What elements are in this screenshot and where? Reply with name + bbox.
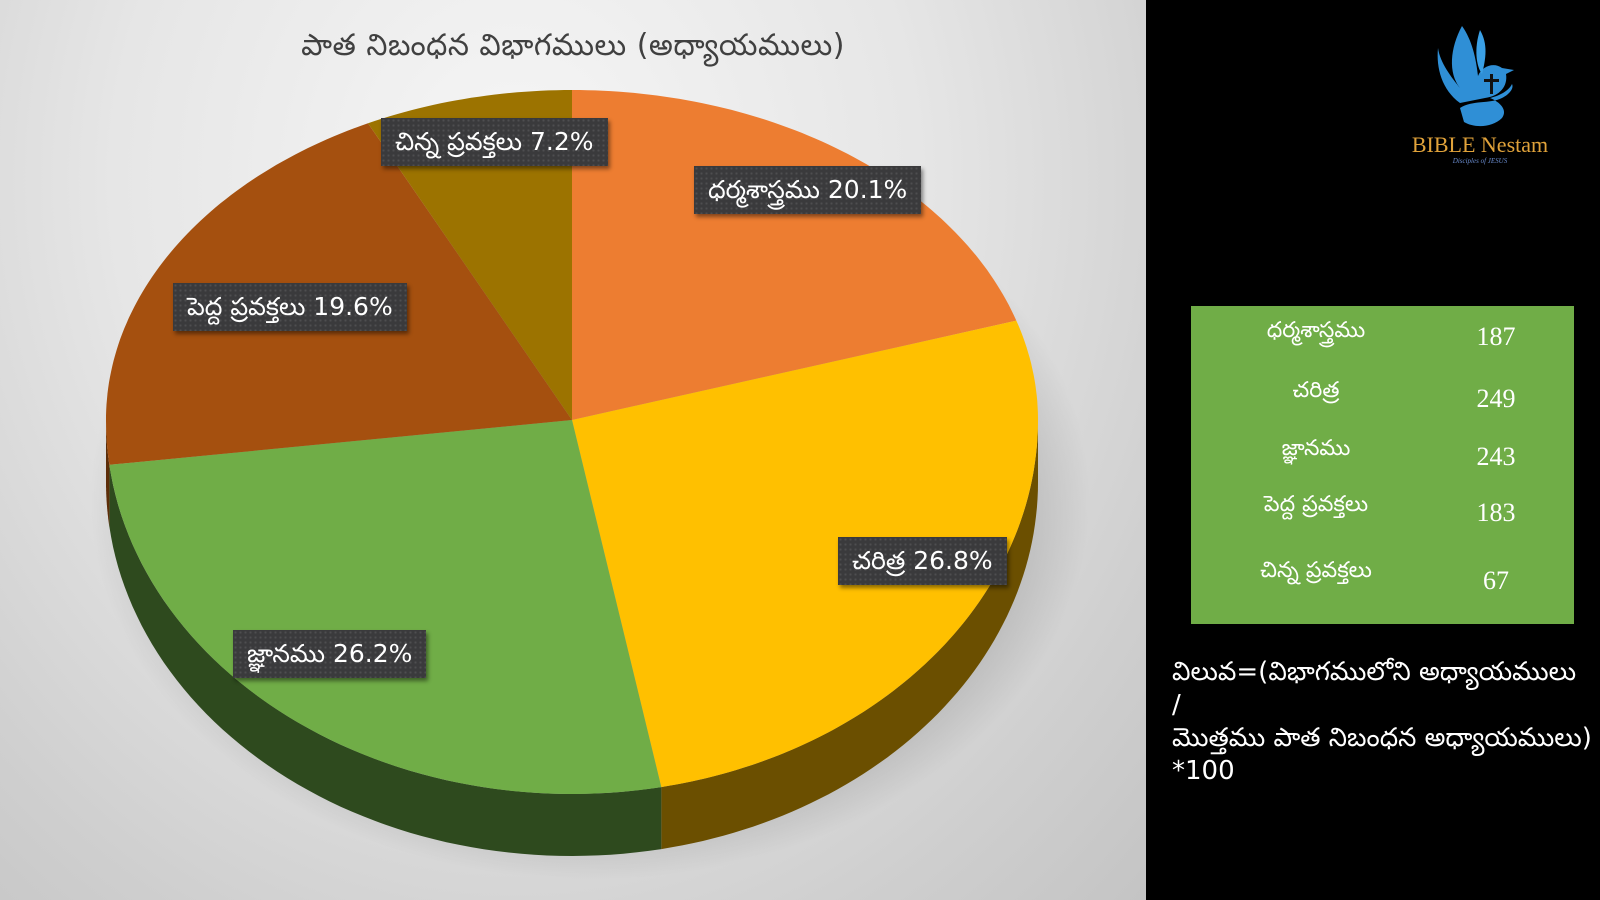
pie-side-1 — [661, 420, 1038, 850]
table-cell-value: 67 — [1483, 566, 1509, 595]
table-cell-label: చరిత్ర — [1292, 378, 1340, 403]
formula-line-3: *100 — [1172, 756, 1235, 786]
formula-line-2: మొత్తము పాత నిబంధన అధ్యాయములు) — [1172, 723, 1592, 753]
formula-note: విలువ=(విభాగములోని అధ్యాయములు / మొత్తము … — [1172, 656, 1592, 788]
chart-panel: పాత నిబంధన విభాగములు (అధ్యాయములు) ధర్మశా… — [0, 0, 1146, 900]
pie-chart — [90, 90, 1090, 880]
pie-slice-1[interactable] — [572, 320, 1038, 788]
data-label-history: చరిత్ర 26.8% — [838, 537, 1007, 585]
logo-text: BIBLE Nestam — [1411, 132, 1549, 157]
table-cell-value: 249 — [1476, 384, 1516, 413]
table-cell-value: 183 — [1476, 498, 1516, 527]
table-cell-value: 187 — [1476, 322, 1516, 351]
data-label-law: ధర్మశాస్త్రము 20.1% — [694, 166, 922, 214]
data-label-major-prophets: పెద్ద ప్రవక్తలు 19.6% — [173, 283, 407, 331]
table-cell-label: పెద్ద ప్రవక్తలు — [1263, 492, 1369, 517]
pie-side-3 — [106, 420, 110, 527]
dove-logo-icon — [1437, 26, 1514, 127]
table-cell-value: 243 — [1476, 442, 1516, 471]
table-row: పెద్ద ప్రవక్తలు 183 — [1191, 492, 1574, 532]
table-row: చరిత్ర 249 — [1191, 378, 1574, 418]
data-label-minor-prophets: చిన్న ప్రవక్తలు 7.2% — [381, 118, 608, 166]
table-cell-label: జ్ఞానము — [1281, 436, 1351, 461]
formula-line-1: విలువ=(విభాగములోని అధ్యాయములు / — [1172, 657, 1577, 720]
table-row: ధర్మశాస్త్రము 187 — [1191, 318, 1574, 358]
logo-tagline: Disciples of JESUS — [1452, 157, 1508, 165]
table-cell-label: చిన్న ప్రవక్తలు — [1260, 558, 1372, 583]
pie-sides — [106, 420, 1038, 856]
pie-slice-0[interactable] — [572, 90, 1017, 420]
values-table: ధర్మశాస్త్రము 187 చరిత్ర 249 జ్ఞానము 243… — [1191, 306, 1574, 624]
pie-slice-2[interactable] — [109, 420, 662, 794]
pie-side-2 — [109, 464, 662, 856]
table-cell-label: ధర్మశాస్త్రము — [1266, 318, 1366, 343]
table-row: చిన్న ప్రవక్తలు 67 — [1191, 558, 1574, 598]
data-label-wisdom: జ్ఞానము 26.2% — [233, 630, 427, 678]
chart-title: పాత నిబంధన విభాగములు (అధ్యాయములు) — [301, 28, 845, 63]
pie-slices — [106, 90, 1038, 794]
table-row: జ్ఞానము 243 — [1191, 436, 1574, 476]
pie-slice-4[interactable] — [368, 90, 572, 420]
